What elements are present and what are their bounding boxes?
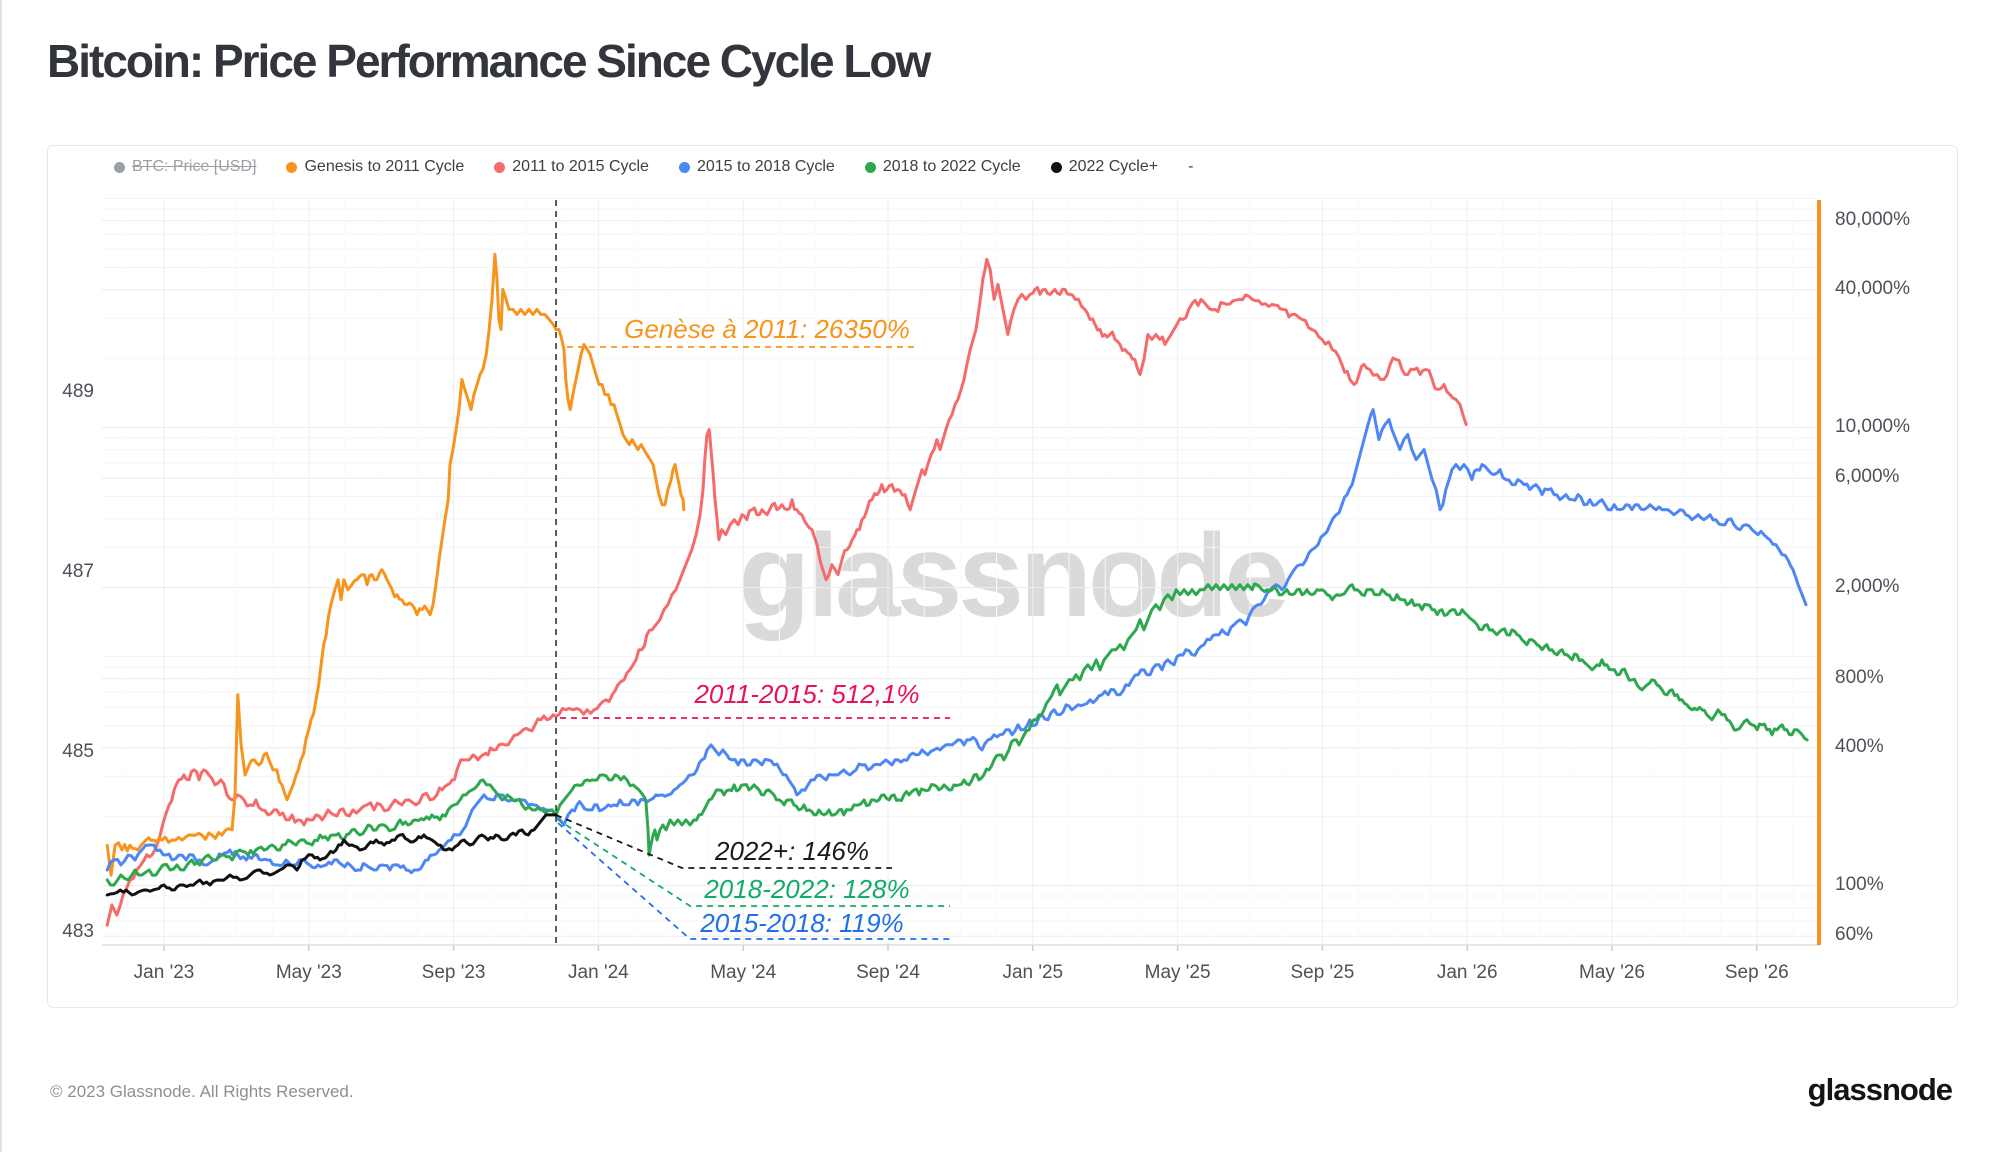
legend-swatch-c2015-2018 (678, 161, 690, 173)
x-axis-label: May '24 (710, 962, 777, 983)
annotation-c2015: 2015-2018: 119% (700, 908, 904, 938)
y-axis-right-label: 2,000% (1835, 575, 1900, 597)
glassnode-watermark: glassnode (738, 510, 1290, 642)
annotation-c2018: 2018-2022: 128% (704, 874, 910, 904)
legend-label: Genesis to 2011 Cycle (304, 158, 465, 175)
annotation-c2011: 2011-2015: 512,1% (694, 679, 920, 709)
legend-label: 2018 to 2022 Cycle (882, 158, 1021, 175)
x-axis-label: Sep '26 (1724, 962, 1789, 983)
legend-label: 2022 Cycle+ (1068, 158, 1159, 175)
legend-swatch-c2022plus (1050, 161, 1062, 173)
glassnode-logo: glassnode (1807, 1072, 1953, 1107)
y-axis-right-label: 60% (1835, 924, 1874, 946)
y-axis-left-label: 483 (62, 921, 94, 942)
legend-swatch-genesis-2011 (286, 161, 298, 173)
series-c2018-2022 (105, 582, 1809, 887)
legend-label: BTC: Price [USD] (132, 158, 257, 175)
x-axis-label: Jan '26 (1436, 962, 1498, 983)
x-axis-label: Jan '23 (133, 962, 195, 983)
x-axis-label: Jan '24 (568, 962, 629, 983)
y-axis-right-label: 80,000% (1835, 208, 1911, 230)
x-axis-label: Sep '24 (856, 962, 920, 983)
y-axis-right-label: 10,000% (1835, 415, 1911, 437)
annotation-line-c2022p (555, 814, 892, 869)
annotation-line-c2015 (557, 822, 950, 940)
series-c2022plus (105, 813, 558, 897)
page-title: Bitcoin: Price Performance Since Cycle L… (47, 35, 931, 87)
legend-item-genesis-2011[interactable]: Genesis to 2011 Cycle (286, 158, 464, 176)
y-axis-right-label: 800% (1835, 666, 1884, 688)
annotation-c2022p: 2022+: 146% (715, 836, 869, 866)
x-axis-label: Sep '25 (1290, 962, 1355, 983)
y-axis-left-label: 485 (62, 741, 94, 762)
y-axis-right-label: 40,000% (1835, 277, 1911, 299)
legend-swatch-c2018-2022 (864, 161, 876, 173)
series-c2015-2018 (105, 408, 1808, 875)
chart-legend: BTC: Price [USD] Genesis to 2011 Cycle 201… (114, 158, 1193, 176)
legend-swatch-c2011-2015 (494, 161, 506, 173)
x-axis-label: Sep '23 (421, 962, 486, 983)
copyright-text: © 2023 Glassnode. All Rights Reserved. (50, 1082, 354, 1101)
y-axis-left-label: 487 (62, 561, 94, 582)
y-axis-right-label: 6,000% (1835, 466, 1900, 488)
series-c2011-2015 (105, 257, 1468, 927)
x-axis-label: May '25 (1144, 962, 1211, 983)
annotation-line-c2018 (556, 818, 950, 907)
y-axis-left-label: 489 (62, 381, 94, 402)
x-axis-label: May '26 (1579, 962, 1645, 983)
legend-swatch-btc-price (114, 161, 125, 173)
legend-item-btc-price[interactable]: BTC: Price [USD] (114, 158, 256, 176)
series-genesis-2011 (105, 252, 686, 877)
legend-item-c2022plus[interactable]: 2022 Cycle+ (1050, 158, 1159, 176)
legend-label: - (1188, 158, 1194, 175)
legend-item-c2015-2018[interactable]: 2015 to 2018 Cycle (678, 158, 835, 176)
legend-item-dash[interactable]: - (1188, 158, 1193, 176)
x-axis-label: Jan '25 (1002, 962, 1064, 983)
legend-label: 2015 to 2018 Cycle (696, 158, 835, 175)
legend-item-c2018-2022[interactable]: 2018 to 2022 Cycle (864, 158, 1021, 176)
legend-item-c2011-2015[interactable]: 2011 to 2015 Cycle (494, 158, 649, 176)
y-axis-right-label: 100% (1835, 873, 1884, 895)
y-axis-right-label: 400% (1835, 735, 1884, 757)
legend-label: 2011 to 2015 Cycle (512, 158, 649, 175)
x-axis-label: May '23 (275, 962, 342, 983)
annotation-genesis: Genèse à 2011: 26350% (624, 314, 910, 344)
